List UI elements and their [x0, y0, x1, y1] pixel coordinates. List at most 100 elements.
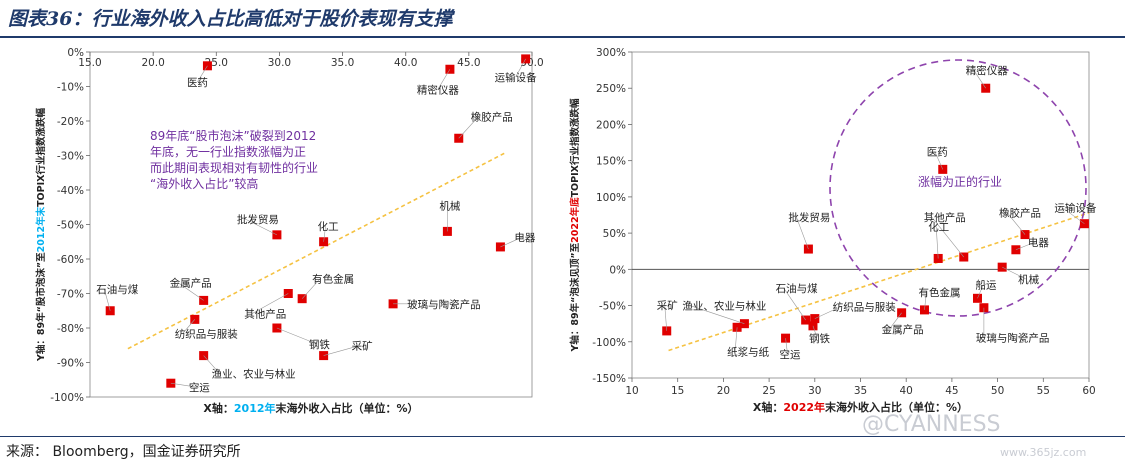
label-leader — [1002, 266, 1027, 280]
x-axis-label-part: 末海外收入占比（单位：%） — [275, 401, 419, 415]
y-tick-label: -70% — [57, 289, 84, 301]
point-label: 精密仪器 — [966, 64, 1008, 77]
highlight-circle — [829, 59, 1087, 317]
x-tick-label: 50 — [991, 385, 1004, 397]
x-tick-label: 35 — [854, 385, 867, 397]
point-label: 有色金属 — [312, 273, 354, 286]
label-leader — [500, 236, 523, 248]
label-leader — [931, 216, 965, 258]
y-tick-label: -100% — [50, 392, 84, 404]
y-tick-label: -100% — [592, 337, 626, 349]
annotation-line: 涨幅为正的行业 — [918, 174, 1002, 189]
x-tick-label: 30 — [808, 385, 821, 397]
point-label: 运输设备 — [495, 71, 537, 84]
y-tick-label: -10% — [57, 82, 84, 94]
point-label: 空运 — [780, 348, 801, 361]
source-rule — [0, 436, 1125, 437]
x-axis-label: X轴：2022年末海外收入占比（单位：%） — [753, 400, 968, 414]
data-point — [808, 321, 818, 331]
point-label: 纺织品与服装 — [833, 301, 896, 314]
label-leader — [734, 327, 738, 352]
label-leader — [323, 225, 326, 242]
point-label: 化工 — [318, 220, 339, 233]
label-leader — [323, 345, 360, 356]
watermark: @CYANNESS — [862, 412, 1001, 437]
point-label: 钢铁 — [309, 338, 330, 351]
y-axis-label-part: Y轴：89年“股市泡沫”至 — [35, 252, 47, 362]
y-tick-label: 0% — [67, 47, 84, 59]
label-leader — [437, 69, 451, 90]
data-point — [981, 83, 991, 93]
y-tick-label: -40% — [57, 185, 84, 197]
y-tick-label: -90% — [57, 358, 84, 370]
label-leader — [783, 287, 806, 321]
point-label: 纺织品与服装 — [175, 327, 238, 340]
label-leader — [814, 306, 841, 319]
point-label: 金属产品 — [170, 276, 212, 289]
x-tick-label: 10 — [625, 385, 638, 397]
point-label: 金属产品 — [882, 323, 924, 336]
x-tick-label: 30.0 — [268, 57, 291, 69]
point-label: 精密仪器 — [417, 83, 459, 96]
y-tick-label: 250% — [596, 83, 626, 95]
label-leader — [301, 278, 321, 299]
label-leader — [1006, 212, 1026, 235]
x-tick-label: 60 — [1082, 385, 1095, 397]
chart-right: 300%250%200%150%100%50%0%-50%-100%-150%1… — [569, 47, 1097, 414]
label-leader — [244, 218, 278, 236]
y-axis-label-part: Y轴：89年“泡沫见顶”至 — [569, 242, 581, 352]
source-note: 来源： Bloomberg，国金证券研究所 — [6, 444, 241, 460]
label-leader — [934, 151, 944, 170]
y-tick-label: -30% — [57, 151, 84, 163]
y-tick-label: -60% — [57, 254, 84, 266]
y-axis-label-part: TOPIX行业指数涨跌幅 — [569, 98, 581, 197]
x-tick-label: 55 — [1037, 385, 1050, 397]
point-label: 化工 — [928, 220, 949, 233]
chart-left: 0% -10% -20% -30% -40% -50% -60% -70% -80% -90% -1… — [35, 47, 544, 415]
y-tick-label: 100% — [596, 192, 626, 204]
point-label: 批发贸易 — [237, 213, 279, 226]
x-axis-label: X轴：2012年末海外收入占比（单位：%） — [203, 401, 418, 415]
data-point — [801, 315, 811, 325]
x-tick-label: 45 — [945, 385, 958, 397]
x-tick-label: 20.0 — [141, 57, 164, 69]
point-label: 机械 — [1018, 273, 1039, 286]
y-axis-label: Y轴：89年“泡沫见顶”至2022年底TOPIX行业指数涨跌幅 — [569, 98, 581, 352]
point-label: 钢铁 — [809, 332, 830, 345]
figure-title: 图表36：行业海外收入占比高低对于股价表现有支撑 — [8, 8, 453, 30]
data-point — [1020, 230, 1030, 240]
x-axis-label-part: 末海外收入占比（单位：%） — [824, 400, 968, 414]
point-label: 船运 — [975, 278, 996, 291]
x-tick-label: 25 — [762, 385, 775, 397]
label-leader — [170, 382, 197, 388]
point-label: 其他产品 — [244, 308, 286, 321]
label-leader — [785, 338, 788, 355]
x-tick-label: 40.0 — [394, 57, 417, 69]
x-tick-label: 40 — [900, 385, 913, 397]
y-tick-label: -50% — [599, 301, 626, 313]
label-leader — [935, 226, 939, 259]
x-tick-label: 35.0 — [331, 57, 354, 69]
x-tick-label: 15.0 — [78, 57, 101, 69]
y-axis-label-part: 2022年底 — [569, 197, 581, 243]
label-leader — [515, 58, 526, 78]
x-axis-label-part: 2022年 — [783, 400, 825, 414]
point-label: 玻璃与陶瓷产品 — [407, 298, 481, 311]
label-leader — [197, 65, 208, 82]
annotation-line: 89年底“股市泡沫”破裂到2012 — [150, 128, 316, 143]
point-label: 采矿 — [352, 340, 373, 353]
y-tick-label: 150% — [596, 156, 626, 168]
x-axis-label-part: X轴： — [203, 401, 233, 415]
y-axis-label: Y轴：89年“股市泡沫”至2012年末TOPIX行业指数涨跌幅 — [35, 108, 47, 362]
y-tick-label: 300% — [596, 47, 626, 59]
x-tick-label: 20 — [717, 385, 730, 397]
point-label: 渔业、农业与林业 — [682, 300, 766, 313]
label-leader — [177, 282, 204, 301]
data-point — [810, 314, 820, 324]
point-label: 橡胶产品 — [999, 207, 1041, 220]
y-axis-label-part: 2012年末 — [35, 206, 47, 252]
x-axis-label-part: 2012年 — [234, 401, 276, 415]
label-leader — [182, 319, 196, 334]
annotation-line: “海外收入占比”较高 — [150, 176, 258, 191]
label-leader — [812, 325, 818, 338]
